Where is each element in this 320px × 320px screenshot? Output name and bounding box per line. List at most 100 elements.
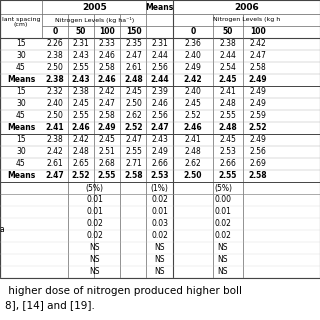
Text: 100: 100 [250, 28, 266, 36]
Text: 2.39: 2.39 [151, 87, 168, 97]
Text: 0.02: 0.02 [215, 220, 231, 228]
Text: 2.43: 2.43 [72, 76, 90, 84]
Text: 2.48: 2.48 [220, 100, 236, 108]
Text: 2.40: 2.40 [185, 87, 201, 97]
Text: 8], [14] and [19].: 8], [14] and [19]. [5, 300, 95, 310]
Text: 2.55: 2.55 [220, 111, 236, 121]
Text: 2.56: 2.56 [151, 111, 168, 121]
Text: Means: Means [7, 172, 35, 180]
Text: 2.46: 2.46 [99, 52, 116, 60]
Text: 2.68: 2.68 [99, 159, 116, 169]
Text: 2.38: 2.38 [46, 76, 64, 84]
Text: 2.58: 2.58 [99, 111, 116, 121]
Text: 2.49: 2.49 [249, 76, 267, 84]
Text: 2005: 2005 [82, 3, 107, 12]
Text: 0.02: 0.02 [86, 231, 103, 241]
Text: 2.69: 2.69 [250, 159, 267, 169]
Text: 2.55: 2.55 [98, 172, 116, 180]
Text: 2.45: 2.45 [185, 100, 201, 108]
Text: 2.33: 2.33 [99, 39, 116, 49]
Text: 2.45: 2.45 [125, 87, 142, 97]
Text: 2.47: 2.47 [125, 52, 142, 60]
Text: 2.59: 2.59 [250, 111, 267, 121]
Text: 2.43: 2.43 [151, 135, 168, 145]
Text: 2.31: 2.31 [151, 39, 168, 49]
Text: 2.52: 2.52 [72, 172, 90, 180]
Text: 2.41: 2.41 [185, 135, 201, 145]
Text: 2.58: 2.58 [99, 63, 116, 73]
Text: 2.38: 2.38 [220, 39, 236, 49]
Text: (5%): (5%) [214, 183, 232, 193]
Text: 0: 0 [52, 28, 58, 36]
Text: 2.47: 2.47 [125, 135, 142, 145]
Text: 2.31: 2.31 [73, 39, 89, 49]
Text: 2.42: 2.42 [99, 87, 116, 97]
Text: 2.53: 2.53 [150, 172, 169, 180]
Text: 2.62: 2.62 [185, 159, 201, 169]
Text: 150: 150 [126, 28, 141, 36]
Text: 2.48: 2.48 [219, 124, 237, 132]
Text: Means: Means [145, 3, 174, 12]
Text: 2.55: 2.55 [73, 63, 89, 73]
Text: 2006: 2006 [234, 3, 259, 12]
Text: (cm): (cm) [14, 22, 28, 27]
Text: 2.50: 2.50 [184, 172, 202, 180]
Text: NS: NS [218, 244, 228, 252]
Text: 0.02: 0.02 [151, 231, 168, 241]
Text: 2.66: 2.66 [220, 159, 236, 169]
Text: 2.42: 2.42 [184, 76, 202, 84]
Text: 50: 50 [223, 28, 233, 36]
Text: 2.44: 2.44 [151, 52, 168, 60]
Text: 2.58: 2.58 [124, 172, 143, 180]
Text: 2.42: 2.42 [73, 135, 89, 145]
Text: NS: NS [218, 255, 228, 265]
Text: 50: 50 [76, 28, 86, 36]
Text: NS: NS [89, 244, 100, 252]
Text: 2.42: 2.42 [47, 148, 63, 156]
Text: Nitrogen Levels (kg h: Nitrogen Levels (kg h [213, 18, 280, 22]
Text: 2.49: 2.49 [250, 100, 267, 108]
Text: 2.41: 2.41 [46, 124, 64, 132]
Text: 2.38: 2.38 [47, 52, 63, 60]
Text: 2.58: 2.58 [249, 172, 267, 180]
Text: NS: NS [154, 268, 165, 276]
Text: 2.47: 2.47 [250, 52, 267, 60]
Text: NS: NS [154, 255, 165, 265]
Text: NS: NS [89, 268, 100, 276]
Text: 2.35: 2.35 [125, 39, 142, 49]
Text: NS: NS [89, 255, 100, 265]
Text: Nitrogen Levels (kg ha⁻¹): Nitrogen Levels (kg ha⁻¹) [55, 17, 134, 23]
Text: 2.52: 2.52 [249, 124, 267, 132]
Text: 30: 30 [16, 100, 26, 108]
Text: 2.49: 2.49 [98, 124, 116, 132]
Text: 2.56: 2.56 [250, 148, 267, 156]
Text: 2.45: 2.45 [219, 76, 237, 84]
Text: 2.47: 2.47 [46, 172, 64, 180]
Text: 2.62: 2.62 [125, 111, 142, 121]
Text: 2.50: 2.50 [47, 63, 63, 73]
Text: 2.49: 2.49 [250, 87, 267, 97]
Text: lant spacing: lant spacing [2, 17, 40, 21]
Text: 2.55: 2.55 [219, 172, 237, 180]
Text: 2.49: 2.49 [250, 135, 267, 145]
Text: 2.48: 2.48 [185, 148, 201, 156]
Text: 15: 15 [16, 39, 26, 49]
Text: 2.46: 2.46 [184, 124, 202, 132]
Text: 2.49: 2.49 [151, 148, 168, 156]
Text: 2.49: 2.49 [185, 63, 201, 73]
Text: 2.32: 2.32 [47, 87, 63, 97]
Text: Means: Means [7, 124, 35, 132]
Text: 2.50: 2.50 [125, 100, 142, 108]
Text: 45: 45 [16, 111, 26, 121]
Text: 2.51: 2.51 [99, 148, 116, 156]
Text: (5%): (5%) [85, 183, 103, 193]
Text: 2.36: 2.36 [185, 39, 201, 49]
Text: 0.01: 0.01 [215, 207, 231, 217]
Text: 45: 45 [16, 159, 26, 169]
Text: 15: 15 [16, 135, 26, 145]
Text: 2.45: 2.45 [99, 135, 116, 145]
Text: 45: 45 [16, 63, 26, 73]
Text: NS: NS [154, 244, 165, 252]
Text: 2.46: 2.46 [151, 100, 168, 108]
Text: 2.45: 2.45 [73, 100, 89, 108]
